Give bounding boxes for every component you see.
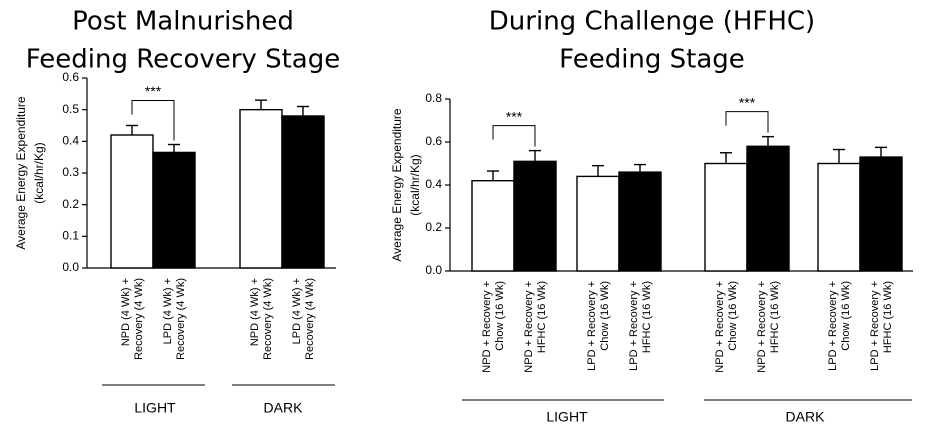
y-axis-label: Average Energy Expenditure <box>390 108 404 262</box>
chart-title-line: Feeding Recovery Stage <box>26 45 340 75</box>
y-axis-label: (kcal/hr/Kg) <box>32 142 46 203</box>
significance-bracket <box>131 100 175 141</box>
group-label: DARK <box>264 400 304 416</box>
y-tick-label: 0.2 <box>62 197 79 211</box>
significance-bracket <box>725 111 769 133</box>
category-label: NPD (4 Wk) + <box>120 278 132 346</box>
y-tick-label: 0.8 <box>425 91 442 105</box>
y-tick-label: 0.0 <box>425 263 442 277</box>
y-tick-label: 0.3 <box>62 165 79 179</box>
category-label: Recovery (4 Wk) <box>262 278 274 360</box>
bar <box>859 156 903 272</box>
y-tick-label: 0.5 <box>62 102 79 116</box>
bar <box>746 145 790 272</box>
group-label: LIGHT <box>546 409 588 425</box>
category-label: NPD (4 Wk) + <box>249 278 261 346</box>
y-tick-label: 0.1 <box>62 229 79 243</box>
bar <box>513 160 557 272</box>
category-label: NPD + Recovery + <box>756 281 768 373</box>
category-label: LPD (4 Wk) + <box>162 278 174 344</box>
y-axis-label: (kcal/hr/Kg) <box>408 154 422 215</box>
y-tick-label: 0.4 <box>62 134 79 148</box>
group-label: DARK <box>786 409 826 425</box>
category-label: Chow (16 Wk) <box>494 281 506 351</box>
significance-marker: *** <box>506 108 523 124</box>
category-label: Recovery (4 Wk) <box>175 278 187 360</box>
category-label: HFHC (16 Wk) <box>882 281 894 353</box>
bar <box>704 162 748 272</box>
category-label: Chow (16 Wk) <box>840 281 852 351</box>
chart-title-line: Feeding Stage <box>559 45 745 75</box>
group-label: LIGHT <box>134 400 176 416</box>
category-label: NPD + Recovery + <box>523 281 535 373</box>
category-label: LPD + Recovery + <box>827 281 839 371</box>
y-tick-label: 0.6 <box>425 134 442 148</box>
significance-marker: *** <box>739 94 756 110</box>
category-label: Chow (16 Wk) <box>599 281 611 351</box>
y-axis-label: Average Energy Expenditure <box>14 96 28 250</box>
category-label: NPD + Recovery + <box>714 281 726 373</box>
category-label: HFHC (16 Wk) <box>536 281 548 353</box>
category-label: LPD + Recovery + <box>586 281 598 371</box>
y-tick-label: 0.4 <box>425 177 442 191</box>
bar <box>152 151 196 269</box>
category-label: HFHC (16 Wk) <box>769 281 781 353</box>
bar <box>471 179 515 272</box>
y-tick-label: 0.0 <box>62 260 79 274</box>
category-label: HFHC (16 Wk) <box>641 281 653 353</box>
chart-title-line: Post Malnurished <box>72 7 294 37</box>
category-label: Recovery (4 Wk) <box>133 278 145 360</box>
category-label: Recovery (4 Wk) <box>304 278 316 360</box>
y-tick-label: 0.2 <box>425 220 442 234</box>
chart-1: Post Malnurished Feeding Recovery Stage Av… <box>14 7 340 416</box>
bar <box>281 115 325 269</box>
category-label: NPD + Recovery + <box>481 281 493 373</box>
category-label: Chow (16 Wk) <box>727 281 739 351</box>
bar <box>576 175 620 272</box>
bar <box>110 134 154 269</box>
bar <box>239 108 283 269</box>
y-tick-label: 0.6 <box>62 70 79 84</box>
category-label: LPD + Recovery + <box>869 281 881 371</box>
bar <box>817 162 861 272</box>
chart-title-line: During Challenge (HFHC) <box>489 7 815 37</box>
category-label: LPD + Recovery + <box>628 281 640 371</box>
chart-2: During Challenge (HFHC) Feeding Stage Aver… <box>390 7 913 425</box>
significance-bracket <box>492 125 536 147</box>
category-label: LPD (4 Wk) + <box>291 278 303 344</box>
significance-marker: *** <box>145 83 162 99</box>
bar <box>618 171 662 272</box>
